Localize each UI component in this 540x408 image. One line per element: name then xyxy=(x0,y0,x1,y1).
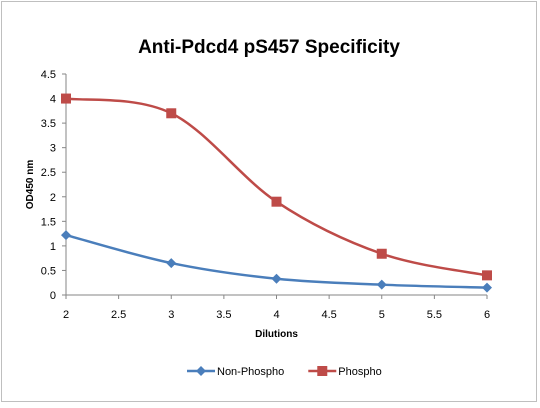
y-tick-label: 3.5 xyxy=(41,118,56,130)
x-tick-label: 4 xyxy=(273,309,279,321)
legend-marker-phospho xyxy=(317,366,328,376)
legend-marker-non-phospho xyxy=(196,366,206,376)
y-tick-label: 4 xyxy=(50,94,56,106)
x-tick-label: 2.5 xyxy=(111,309,126,321)
data-point-phospho xyxy=(482,270,492,281)
line-chart: Anti-Pdcd4 pS457 Specificity OD450 nm Di… xyxy=(25,37,492,378)
x-tick-label: 3.5 xyxy=(216,309,231,321)
x-tick-label: 3 xyxy=(168,309,174,321)
data-point-phospho xyxy=(166,108,177,119)
x-axis-label: Dilutions xyxy=(255,329,298,340)
x-tick-label: 5.5 xyxy=(427,309,442,321)
data-point-non-phospho xyxy=(376,279,387,290)
data-point-non-phospho xyxy=(271,273,282,284)
data-point-phospho xyxy=(271,196,282,207)
legend-item-non-phospho: Non-Phospho xyxy=(187,366,284,378)
y-tick-label: 0.5 xyxy=(41,265,56,277)
y-tick-label: 2.5 xyxy=(41,167,56,179)
legend-item-phospho: Phospho xyxy=(308,366,382,378)
x-tick-label: 6 xyxy=(484,309,490,321)
data-point-phospho xyxy=(376,248,387,259)
y-tick-label: 2 xyxy=(50,192,56,204)
y-tick-label: 1 xyxy=(50,241,56,253)
series-phospho xyxy=(61,93,492,281)
y-tick-label: 4.5 xyxy=(41,69,56,81)
chart-frame: Anti-Pdcd4 pS457 Specificity OD450 nm Di… xyxy=(1,1,537,402)
plot-area xyxy=(61,93,492,293)
axes: 0 0.5 1 1.5 2 2.5 3 3.5 4 4.5 2 2.5 3 3.5 4 4.5 5 5.5 6 xyxy=(41,69,490,321)
data-point-non-phospho xyxy=(61,230,71,241)
series-line-phospho xyxy=(65,97,488,277)
x-tick-label: 2 xyxy=(63,309,69,321)
x-tick-label: 4.5 xyxy=(321,309,336,321)
legend-label-phospho: Phospho xyxy=(338,366,381,378)
x-tick-label: 5 xyxy=(379,309,385,321)
data-point-phospho xyxy=(61,93,71,104)
y-tick-label: 3 xyxy=(50,143,56,155)
y-tick-label: 1.5 xyxy=(41,216,56,228)
legend-label-non-phospho: Non-Phospho xyxy=(217,366,284,378)
chart-title: Anti-Pdcd4 pS457 Specificity xyxy=(138,37,400,58)
series-non-phospho xyxy=(61,230,492,293)
data-point-non-phospho xyxy=(482,282,492,293)
legend: Non-Phospho Phospho xyxy=(187,366,382,378)
y-tick-label: 0 xyxy=(50,290,56,302)
data-point-non-phospho xyxy=(166,258,177,269)
y-axis-label: OD450 nm xyxy=(25,160,36,210)
